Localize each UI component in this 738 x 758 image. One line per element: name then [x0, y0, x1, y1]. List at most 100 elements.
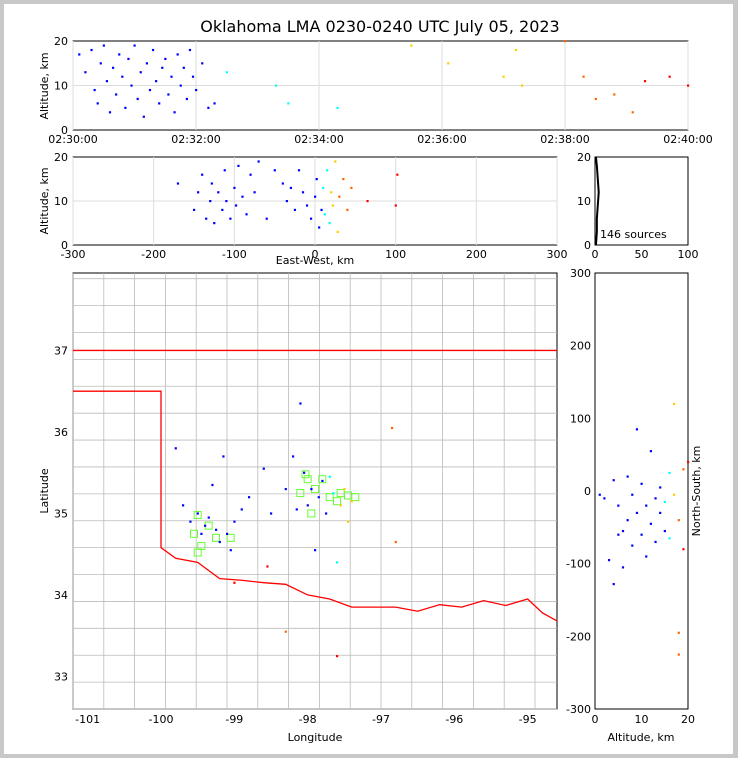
time-height-point — [564, 40, 567, 43]
time-height-point — [90, 48, 93, 52]
time-height-point — [78, 53, 81, 56]
plan-view-point — [343, 487, 346, 491]
plan-view-xtick: -101 — [75, 713, 100, 726]
plan-view-ytick: 35 — [54, 507, 68, 520]
ew-height-point — [285, 200, 288, 203]
chart-marks: 02:30:00 02:32:00 02:34:00 02:36:00 02:38:00… — [48, 35, 712, 726]
ew-height-xtick: -100 — [222, 248, 247, 261]
time-height-point — [124, 106, 127, 109]
time-height-point — [447, 62, 450, 65]
ns-height-xtick: 10 — [635, 713, 649, 726]
time-height-point — [274, 84, 278, 87]
plan-view-xtick: -96 — [445, 713, 463, 726]
ns-height-ytick: -100 — [566, 558, 591, 571]
lma-station — [318, 475, 327, 484]
time-height-point — [213, 102, 216, 105]
plan-view-point — [317, 496, 320, 499]
histogram-ytick: 0 — [584, 239, 591, 252]
plan-view-point — [332, 492, 335, 495]
ns-height-point — [673, 493, 676, 496]
time-height-point — [687, 84, 690, 87]
time-height-point — [185, 97, 188, 101]
ew-height-point — [213, 222, 216, 225]
time-height-point — [93, 88, 96, 92]
ew-height-point — [210, 182, 213, 185]
plan-view-point — [200, 532, 203, 535]
ew-height-point — [328, 222, 331, 225]
ew-height-point — [253, 191, 256, 194]
ew-height-point — [217, 191, 220, 194]
ew-height-point — [201, 173, 204, 176]
ew-height-point — [241, 195, 244, 198]
ns-height-point — [654, 540, 657, 544]
time-height-point — [195, 88, 198, 92]
time-height-point — [105, 80, 109, 83]
plan-view-xtick: -98 — [299, 713, 317, 726]
ew-height-point — [205, 217, 208, 220]
ew-height-point — [257, 160, 260, 163]
lma-figure: Oklahoma LMA 0230-0240 UTC July 05, 2023… — [38, 17, 713, 744]
lma-station — [303, 475, 312, 484]
plan-view-point — [229, 549, 232, 552]
lma-station — [197, 542, 206, 551]
ns-height-point — [668, 537, 671, 540]
plan-view-point — [325, 512, 328, 515]
time-height-point — [207, 106, 210, 109]
time-height-xtick: 02:38:00 — [540, 133, 589, 146]
time-height-point — [582, 75, 585, 78]
ns-height-ytick: -300 — [566, 703, 591, 716]
plan-view-point — [321, 479, 324, 483]
plan-view-point — [262, 467, 265, 470]
time-height-point — [514, 48, 517, 52]
plan-view-xlabel: Longitude — [288, 731, 343, 744]
time-height-point — [643, 80, 647, 83]
ns-height-xtick: 20 — [681, 713, 695, 726]
plan-view-point — [336, 561, 339, 564]
ew-height-point — [281, 182, 284, 185]
ew-height-xtick: -300 — [61, 248, 86, 261]
plan-view-point — [222, 455, 225, 458]
time-height-point — [148, 88, 152, 92]
ew-height-xtick: 100 — [385, 248, 406, 261]
oklahoma-border — [73, 390, 558, 622]
time-height-point — [99, 62, 102, 65]
lma-station — [190, 529, 198, 538]
ns-height-ylabel: North-South, km — [690, 446, 703, 537]
ew-height-point — [293, 208, 297, 211]
ew-height-point — [289, 186, 292, 189]
ew-height-point — [297, 169, 301, 172]
plan-view-point — [339, 504, 342, 507]
ns-height-point — [621, 529, 625, 533]
plan-view-ytick: 36 — [54, 426, 68, 439]
time-height-point — [594, 97, 597, 101]
ew-height-point — [326, 169, 329, 172]
ns-height-point — [612, 479, 615, 482]
ew-height-point — [265, 217, 268, 220]
plan-view-point — [266, 565, 269, 568]
time-height-ytick: 20 — [54, 35, 68, 48]
plan-view-point — [207, 516, 210, 519]
ew-height-point — [305, 204, 309, 207]
ns-height-point — [677, 631, 680, 634]
ns-height-xlabel: Altitude, km — [607, 731, 674, 744]
time-height-point — [121, 75, 124, 78]
ns-height-point — [654, 497, 657, 500]
ns-height-point — [682, 468, 685, 471]
time-height-point — [225, 71, 228, 74]
plan-view-point — [336, 655, 339, 658]
ns-height-point — [677, 653, 680, 656]
ew-height-point — [229, 217, 232, 220]
ew-height-ytick: 0 — [61, 239, 68, 252]
plan-view-point — [196, 512, 199, 515]
time-height-point — [151, 48, 155, 52]
ew-height-xtick: 200 — [466, 248, 487, 261]
plan-view-ylabel: Latitude — [38, 468, 51, 514]
time-height-point — [139, 71, 142, 74]
time-height-point — [170, 75, 173, 78]
lma-station — [325, 493, 334, 502]
time-height-xtick: 02:30:00 — [48, 133, 97, 146]
time-height-point — [127, 57, 130, 60]
ew-height-point — [234, 204, 238, 207]
ew-height-point — [323, 213, 326, 216]
ns-height-panel — [594, 272, 689, 710]
